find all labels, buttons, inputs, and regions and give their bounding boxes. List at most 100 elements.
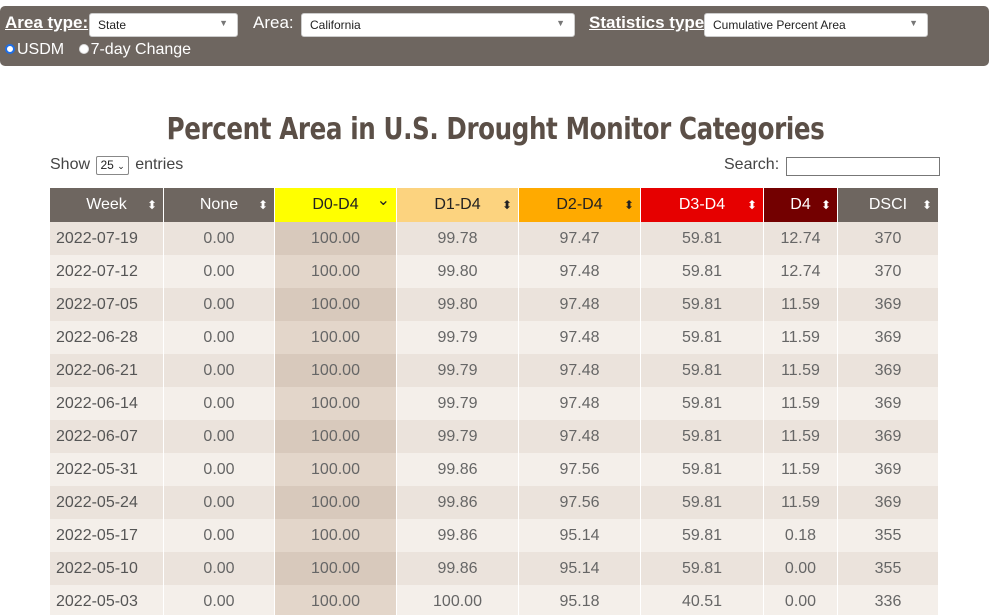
column-header-label: DSCI [868,196,908,213]
value-cell: 100.00 [275,552,397,585]
area-select[interactable]: California ▼ [301,13,575,37]
week-cell: 2022-06-14 [50,387,164,420]
table-row: 2022-06-21 0.00 100.00 99.79 97.48 59.81 11.59… [50,354,939,387]
value-cell: 99.78 [397,222,519,255]
value-cell: 355 [838,519,939,552]
week-cell: 2022-05-10 [50,552,164,585]
table-row: 2022-05-31 0.00 100.00 99.86 97.56 59.81 11.59… [50,453,939,486]
value-cell: 11.59 [764,420,838,453]
value-cell: 97.48 [519,255,641,288]
value-cell: 0.00 [164,288,275,321]
week-cell: 2022-07-19 [50,222,164,255]
sort-both-icon: ⬍ [820,198,831,212]
value-cell: 99.79 [397,321,519,354]
table-row: 2022-07-12 0.00 100.00 99.80 97.48 59.81 12.74… [50,255,939,288]
sort-both-icon: ⬍ [501,198,512,212]
value-cell: 99.80 [397,288,519,321]
value-cell: 97.48 [519,387,641,420]
week-cell: 2022-07-05 [50,288,164,321]
value-cell: 99.86 [397,519,519,552]
area-value: California [310,18,361,32]
column-header-d3-d4[interactable]: D3-D4 ⬍ [641,188,764,222]
area-type-select[interactable]: State ▼ [89,13,238,37]
value-cell: 336 [838,585,939,615]
value-cell: 99.80 [397,255,519,288]
value-cell: 0.00 [164,519,275,552]
table-row: 2022-06-28 0.00 100.00 99.79 97.48 59.81 11.59… [50,321,939,354]
value-cell: 97.56 [519,453,641,486]
sort-both-icon: ⬍ [746,198,757,212]
value-cell: 95.14 [519,552,641,585]
column-header-label: Week [86,196,127,213]
value-cell: 100.00 [275,387,397,420]
value-cell: 369 [838,288,939,321]
column-header-d2-d4[interactable]: D2-D4 ⬍ [519,188,641,222]
value-cell: 100.00 [275,255,397,288]
value-cell: 0.00 [164,585,275,615]
column-header-label: None [199,196,239,213]
column-header-none[interactable]: None ⬍ [164,188,275,222]
week-cell: 2022-05-24 [50,486,164,519]
value-cell: 99.86 [397,486,519,519]
value-cell: 99.79 [397,420,519,453]
chevron-down-icon: ▼ [556,18,565,28]
area-type-label[interactable]: Area type: [5,13,89,32]
table-header: Week ⬍ None ⬍ D0-D4 ⌄ D1-D4 ⬍ D2-D4 ⬍ D3-D4 ⬍ D4 ⬍ DSC… [50,188,939,222]
radio-usdm[interactable]: USDM [5,41,64,59]
sort-both-icon: ⬍ [257,198,268,212]
chevron-down-icon: ▼ [909,18,918,28]
value-cell: 100.00 [275,420,397,453]
radio-7day-change[interactable]: 7-day Change [78,41,192,59]
value-cell: 12.74 [764,222,838,255]
show-entries: Show 25 ⌄ entries [50,156,183,175]
value-cell: 0.00 [764,585,838,615]
value-cell: 99.79 [397,354,519,387]
sort-both-icon: ⬍ [921,198,932,212]
search-input[interactable] [786,157,940,176]
table-row: 2022-05-03 0.00 100.00 100.00 95.18 40.51 0.00… [50,585,939,615]
statistics-type-select[interactable]: Cumulative Percent Area ▼ [704,13,928,37]
value-cell: 369 [838,453,939,486]
week-cell: 2022-07-12 [50,255,164,288]
entries-label: entries [135,156,184,173]
value-cell: 11.59 [764,354,838,387]
value-cell: 97.56 [519,486,641,519]
table-row: 2022-05-17 0.00 100.00 99.86 95.14 59.81 0.18 3… [50,519,939,552]
drought-table: Week ⬍ None ⬍ D0-D4 ⌄ D1-D4 ⬍ D2-D4 ⬍ D3-D4 ⬍ D4 ⬍ DSC… [50,188,939,615]
value-cell: 99.86 [397,552,519,585]
column-header-d1-d4[interactable]: D1-D4 ⬍ [397,188,519,222]
value-cell: 0.00 [164,222,275,255]
value-cell: 97.48 [519,321,641,354]
radio-7day-change-label: 7-day Change [90,41,192,58]
table-row: 2022-05-24 0.00 100.00 99.86 97.56 59.81 11.59… [50,486,939,519]
value-cell: 95.18 [519,585,641,615]
entries-select[interactable]: 25 ⌄ [96,156,129,175]
column-header-d0-d4[interactable]: D0-D4 ⌄ [275,188,397,222]
week-cell: 2022-05-31 [50,453,164,486]
radio-unselected-icon [78,44,89,54]
column-header-dsci[interactable]: DSCI ⬍ [838,188,939,222]
sort-both-icon: ⬍ [146,198,157,212]
value-cell: 100.00 [275,486,397,519]
table-row: 2022-06-07 0.00 100.00 99.79 97.48 59.81 11.59… [50,420,939,453]
search: Search: [724,156,940,176]
column-header-d4[interactable]: D4 ⬍ [764,188,838,222]
value-cell: 0.00 [164,387,275,420]
area-type-value: State [98,18,127,32]
column-header-week[interactable]: Week ⬍ [50,188,164,222]
value-cell: 369 [838,486,939,519]
chevron-down-icon: ⌄ [117,161,125,171]
value-cell: 97.48 [519,420,641,453]
radio-selected-icon [5,44,15,54]
area-label: Area: [253,13,294,32]
value-cell: 59.81 [641,486,764,519]
value-cell: 59.81 [641,222,764,255]
value-cell: 11.59 [764,321,838,354]
value-cell: 11.59 [764,453,838,486]
value-cell: 100.00 [397,585,519,615]
value-cell: 369 [838,420,939,453]
value-cell: 0.18 [764,519,838,552]
column-header-label: D0-D4 [312,196,359,213]
statistics-type-label[interactable]: Statistics type: [589,13,710,32]
value-cell: 97.47 [519,222,641,255]
